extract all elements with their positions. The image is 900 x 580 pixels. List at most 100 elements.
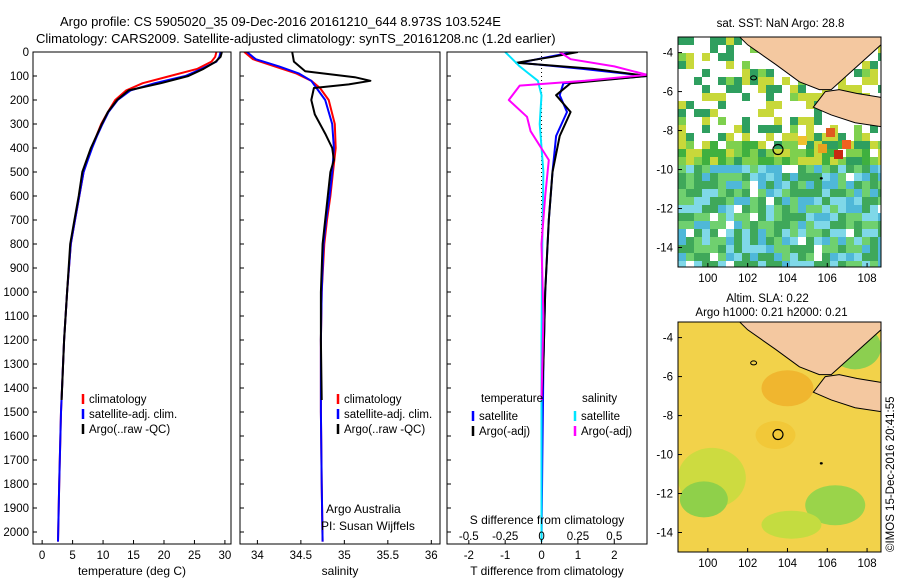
sst-cell xyxy=(726,61,734,69)
sst-hot-cell xyxy=(842,140,851,149)
sst-cell xyxy=(742,197,750,205)
y-tick-label: -8 xyxy=(663,411,673,423)
sst-cell xyxy=(854,181,862,189)
sst-cell xyxy=(822,245,830,253)
x-tick-label: 35 xyxy=(338,550,351,562)
sst-hot-cell xyxy=(818,144,827,153)
sst-cell xyxy=(742,77,750,85)
sst-cell xyxy=(734,181,742,189)
sst-cell xyxy=(766,237,774,245)
sst-cell xyxy=(718,157,726,165)
sst-cell xyxy=(862,77,870,85)
sst-cell xyxy=(702,181,710,189)
sst-cell xyxy=(806,173,814,181)
sst-cell xyxy=(774,181,782,189)
sst-cell xyxy=(694,165,702,173)
x-tick-label: 15 xyxy=(127,550,140,562)
sst-cell xyxy=(742,205,750,213)
sst-cell xyxy=(878,53,881,61)
sst-cell xyxy=(710,245,718,253)
sst-cell xyxy=(806,221,814,229)
sst-cell xyxy=(798,157,806,165)
sst-cell xyxy=(718,149,726,157)
sst-cell xyxy=(782,149,790,157)
sst-cell xyxy=(678,109,686,117)
sst-cell xyxy=(814,189,822,197)
sst-cell xyxy=(862,189,870,197)
sst-cell xyxy=(686,37,694,45)
sst-cell xyxy=(798,253,806,261)
x-tick-label: 100 xyxy=(698,558,717,570)
sst-cell xyxy=(838,229,846,237)
sst-cell xyxy=(806,189,814,197)
sla-blob xyxy=(761,510,822,539)
sst-cell xyxy=(774,189,782,197)
sst-cell xyxy=(758,77,766,85)
sst-cell xyxy=(878,253,881,261)
sst-cell xyxy=(678,141,686,149)
series-line-differences-3 xyxy=(507,52,647,401)
sst-cell xyxy=(766,109,774,117)
y-tick-label: 700 xyxy=(10,215,29,227)
x-tick-label-secondary: 0.25 xyxy=(567,531,589,543)
sst-cell xyxy=(798,229,806,237)
sst-cell xyxy=(710,173,718,181)
sst-cell xyxy=(870,141,878,149)
sst-cell xyxy=(678,149,686,157)
sst-cell xyxy=(702,205,710,213)
sst-cell xyxy=(718,101,726,109)
sst-cell xyxy=(742,173,750,181)
y-tick-label: -4 xyxy=(663,333,674,345)
sst-cell xyxy=(822,253,830,261)
sst-cell xyxy=(766,133,774,141)
land-sumatra xyxy=(738,322,881,376)
sst-cell xyxy=(766,77,774,85)
sst-cell xyxy=(846,165,854,173)
sst-cell xyxy=(726,133,734,141)
sst-cell xyxy=(686,221,694,229)
sst-cell xyxy=(734,125,742,133)
sla-blob xyxy=(761,370,814,407)
sst-cell xyxy=(694,109,702,117)
land-sumatra xyxy=(738,37,881,91)
y-tick-label: 1000 xyxy=(3,287,29,299)
sst-cell xyxy=(758,173,766,181)
sst-cell xyxy=(750,221,758,229)
sst-cell xyxy=(766,85,774,93)
sst-cell xyxy=(790,245,798,253)
sst-cell xyxy=(710,229,718,237)
argo-location-marker xyxy=(772,428,784,441)
sst-cell xyxy=(726,85,734,93)
sst-cell xyxy=(774,205,782,213)
y-tick-label: 500 xyxy=(10,167,29,179)
sst-cell xyxy=(782,205,790,213)
sst-cell xyxy=(678,173,686,181)
sst-cell xyxy=(870,181,878,189)
sst-cell xyxy=(870,213,878,221)
sst-cell xyxy=(814,173,822,181)
sst-cell xyxy=(734,77,742,85)
figure-title-line2: Climatology: CARS2009. Satellite-adjuste… xyxy=(36,31,556,46)
sst-cell xyxy=(854,205,862,213)
x-tick-label: 108 xyxy=(857,273,876,285)
x-tick-label: 104 xyxy=(778,273,798,285)
sst-cell xyxy=(806,213,814,221)
sst-cell xyxy=(726,77,734,85)
sst-cell xyxy=(758,197,766,205)
sst-cell xyxy=(798,245,806,253)
sst-cell xyxy=(750,205,758,213)
sst-cell xyxy=(758,221,766,229)
sst-cell xyxy=(742,229,750,237)
sst-cell xyxy=(830,229,838,237)
sst-cell xyxy=(710,109,718,117)
sst-cell xyxy=(814,197,822,205)
sst-cell xyxy=(870,173,878,181)
sst-cell xyxy=(742,117,750,125)
sst-cell xyxy=(838,77,846,85)
sst-cell xyxy=(718,133,726,141)
legend-group-label: salinity xyxy=(582,393,617,405)
series-line-differences-1 xyxy=(515,52,647,401)
legend-label: Argo(-adj) xyxy=(479,426,530,438)
sst-hot-cell xyxy=(834,150,843,159)
sst-cell xyxy=(726,245,734,253)
